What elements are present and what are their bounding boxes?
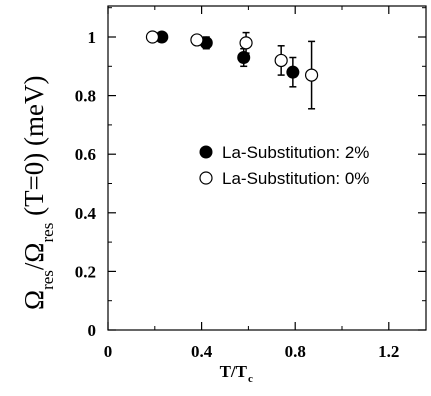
y-tick-label: 0.8: [75, 87, 96, 106]
data-point-filled: [286, 65, 300, 79]
legend: La-Substitution: 2% La-Substitution: 0%: [199, 143, 369, 188]
plot-axes: [107, 5, 427, 331]
y-tick-label: 1: [88, 28, 97, 47]
svg-text:Ωres/Ωres (T=0) (meV): Ωres/Ωres (T=0) (meV): [19, 76, 57, 311]
x-tick-label: 0: [104, 342, 113, 361]
y-axis-title-sub-2: res: [38, 223, 57, 243]
plot-frame: [107, 5, 427, 331]
x-tick-label: 0.8: [285, 342, 306, 361]
legend-label-series-2: La-Substitution: 0%: [222, 169, 369, 188]
data-point-open: [239, 36, 253, 50]
legend-marker-open: [199, 171, 213, 185]
data-point-open: [304, 68, 319, 82]
tick-labels: 0 0.4 0.8 1.2 0 0.2 0.4 0.6 0.8 1: [75, 28, 400, 361]
data-point-open: [274, 53, 288, 68]
y-axis-title-sub-1: res: [38, 270, 57, 290]
data-point-open: [145, 30, 160, 44]
data-point-filled: [237, 51, 251, 65]
data-markers: [145, 30, 319, 82]
legend-marker-filled: [199, 145, 213, 159]
y-axis-title-rest: (T=0) (meV): [19, 76, 49, 223]
data-point-filled: [155, 30, 169, 44]
y-axis-title-omega-2: Ω: [19, 243, 49, 263]
data-point-open: [190, 33, 204, 47]
x-axis-title: T/T: [220, 362, 248, 381]
legend-label-series-1: La-Substitution: 2%: [222, 143, 369, 162]
y-axis-title-slash: /: [19, 262, 49, 270]
y-axis-title: Ωres/Ωres (T=0) (meV): [19, 76, 57, 311]
y-tick-label: 0.2: [75, 262, 96, 281]
y-tick-label: 0: [88, 321, 97, 340]
y-tick-label: 0.4: [75, 204, 97, 223]
y-axis-title-omega-1: Ω: [19, 290, 49, 310]
x-tick-label: 0.4: [191, 342, 213, 361]
x-tick-label: 1.2: [378, 342, 399, 361]
tick-marks: [107, 6, 426, 331]
x-axis-title-subscript: c: [248, 373, 253, 385]
y-tick-label: 0.6: [75, 145, 96, 164]
